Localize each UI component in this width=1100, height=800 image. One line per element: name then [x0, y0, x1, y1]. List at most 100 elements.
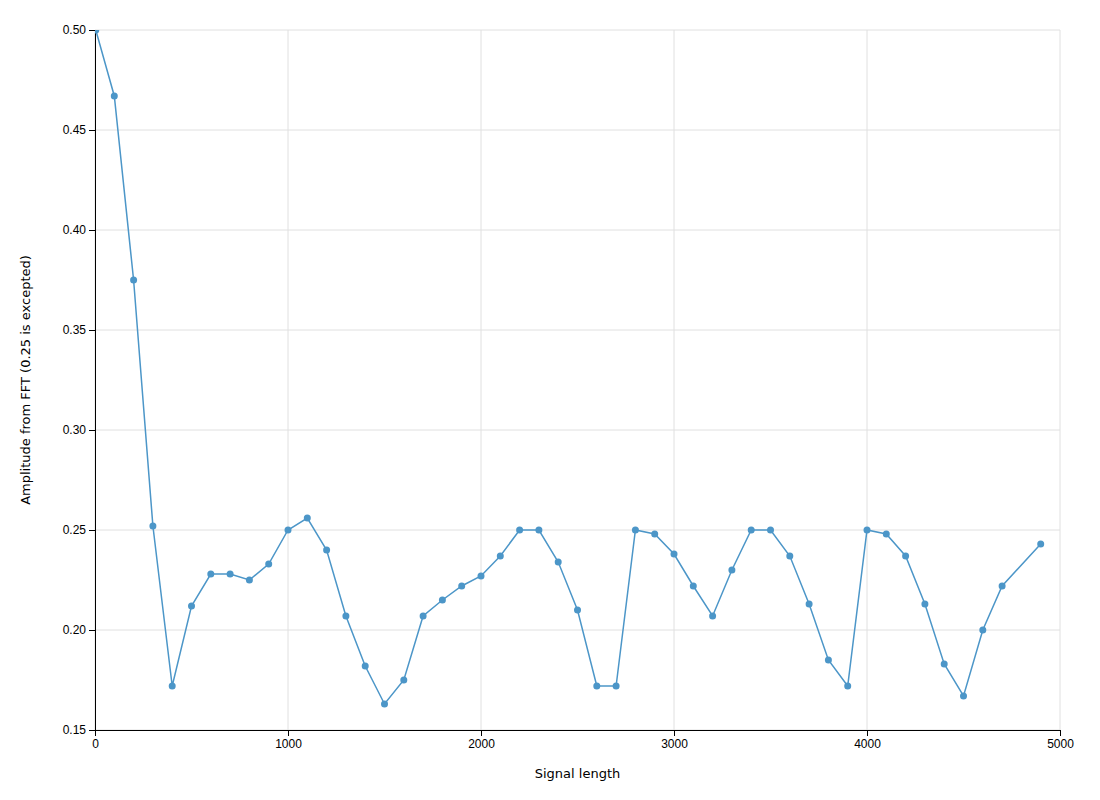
- point: [979, 627, 986, 634]
- point: [207, 571, 214, 578]
- point: [478, 573, 485, 580]
- point: [1037, 541, 1044, 548]
- point: [342, 613, 349, 620]
- y-tick-mark: [89, 30, 95, 31]
- x-tick-label: 4000: [854, 737, 881, 751]
- point: [458, 583, 465, 590]
- point: [497, 553, 504, 560]
- y-tick-mark: [89, 430, 95, 431]
- y-tick-label: 0.30: [63, 423, 87, 437]
- x-tick: 4000: [854, 730, 881, 751]
- grid-line-x: [288, 30, 289, 730]
- point: [555, 559, 562, 566]
- y-tick: 0.25: [63, 523, 95, 537]
- y-axis: 0.15 0.20 0.25 0.30 0.35 0.40 0.45 0.50: [63, 23, 96, 737]
- point: [767, 527, 774, 534]
- y-axis-title: Amplitude from FFT (0.25 is excepted): [18, 255, 33, 505]
- y-tick-label: 0.25: [63, 523, 87, 537]
- grid-line-y: [95, 30, 1060, 31]
- point: [613, 683, 620, 690]
- y-tick-label: 0.20: [63, 623, 87, 637]
- point: [381, 701, 388, 708]
- point: [439, 597, 446, 604]
- point: [111, 93, 118, 100]
- point: [188, 603, 195, 610]
- point: [690, 583, 697, 590]
- point: [844, 683, 851, 690]
- data-area: [95, 30, 1044, 708]
- y-tick-mark: [89, 130, 95, 131]
- grid-line-x: [481, 30, 482, 730]
- x-tick-mark: [1060, 730, 1061, 736]
- point: [709, 613, 716, 620]
- chart: 0 1000 2000 3000 4000 5000 0.15 0.20 0.25 0.30 0.3…: [0, 0, 1100, 800]
- y-tick: 0.15: [63, 723, 95, 737]
- point: [246, 577, 253, 584]
- x-tick-mark: [674, 730, 675, 736]
- grid-line-x: [674, 30, 675, 730]
- point: [632, 527, 639, 534]
- x-axis-line: [96, 731, 1061, 737]
- point: [999, 583, 1006, 590]
- y-tick-mark: [89, 530, 95, 531]
- x-axis: 0 1000 2000 3000 4000 5000: [92, 730, 1074, 751]
- point: [960, 693, 967, 700]
- y-tick: 0.30: [63, 423, 95, 437]
- point: [574, 607, 581, 614]
- point: [593, 683, 600, 690]
- point: [265, 561, 272, 568]
- grid-line-y: [95, 330, 1060, 331]
- point: [227, 571, 234, 578]
- plot: 0 1000 2000 3000 4000 5000 0.15 0.20 0.25 0.30 0.3…: [63, 23, 1075, 750]
- x-tick-label: 0: [92, 737, 99, 751]
- y-tick: 0.50: [63, 23, 95, 37]
- y-tick-label: 0.15: [63, 723, 87, 737]
- y-tick: 0.45: [63, 123, 95, 137]
- y-tick: 0.35: [63, 323, 95, 337]
- grid: [95, 30, 1060, 730]
- point: [130, 277, 137, 284]
- y-tick-mark: [89, 730, 95, 731]
- grid-line-y: [95, 130, 1060, 131]
- y-tick-label: 0.45: [63, 123, 87, 137]
- point: [651, 531, 658, 538]
- point: [748, 527, 755, 534]
- line: [96, 30, 1041, 704]
- x-tick-label: 3000: [661, 737, 688, 751]
- point: [902, 553, 909, 560]
- y-tick: 0.20: [63, 623, 95, 637]
- x-tick-mark: [481, 730, 482, 736]
- grid-line-y: [95, 430, 1060, 431]
- y-tick-label: 0.50: [63, 23, 87, 37]
- x-tick: 0: [92, 730, 99, 751]
- x-tick: 3000: [661, 730, 688, 751]
- point: [169, 683, 176, 690]
- x-tick: 2000: [468, 730, 495, 751]
- point: [304, 515, 311, 522]
- y-axis-line: [89, 31, 96, 731]
- point: [323, 547, 330, 554]
- point: [921, 601, 928, 608]
- grid-line-x: [1060, 30, 1061, 730]
- point: [400, 677, 407, 684]
- x-tick-mark: [867, 730, 868, 736]
- x-tick: 1000: [275, 730, 302, 751]
- point: [786, 553, 793, 560]
- point: [941, 661, 948, 668]
- y-tick-label: 0.40: [63, 223, 87, 237]
- x-tick-mark: [288, 730, 289, 736]
- y-tick: 0.40: [63, 223, 95, 237]
- point: [825, 657, 832, 664]
- point: [516, 527, 523, 534]
- x-axis-title: Signal length: [535, 766, 621, 781]
- x-tick-label: 1000: [275, 737, 302, 751]
- x-tick-label: 2000: [468, 737, 495, 751]
- x-tick-label: 5000: [1047, 737, 1074, 751]
- point: [806, 601, 813, 608]
- point: [362, 663, 369, 670]
- x-tick: 5000: [1047, 730, 1074, 751]
- point: [883, 531, 890, 538]
- point: [95, 30, 99, 34]
- point: [420, 613, 427, 620]
- point: [671, 551, 678, 558]
